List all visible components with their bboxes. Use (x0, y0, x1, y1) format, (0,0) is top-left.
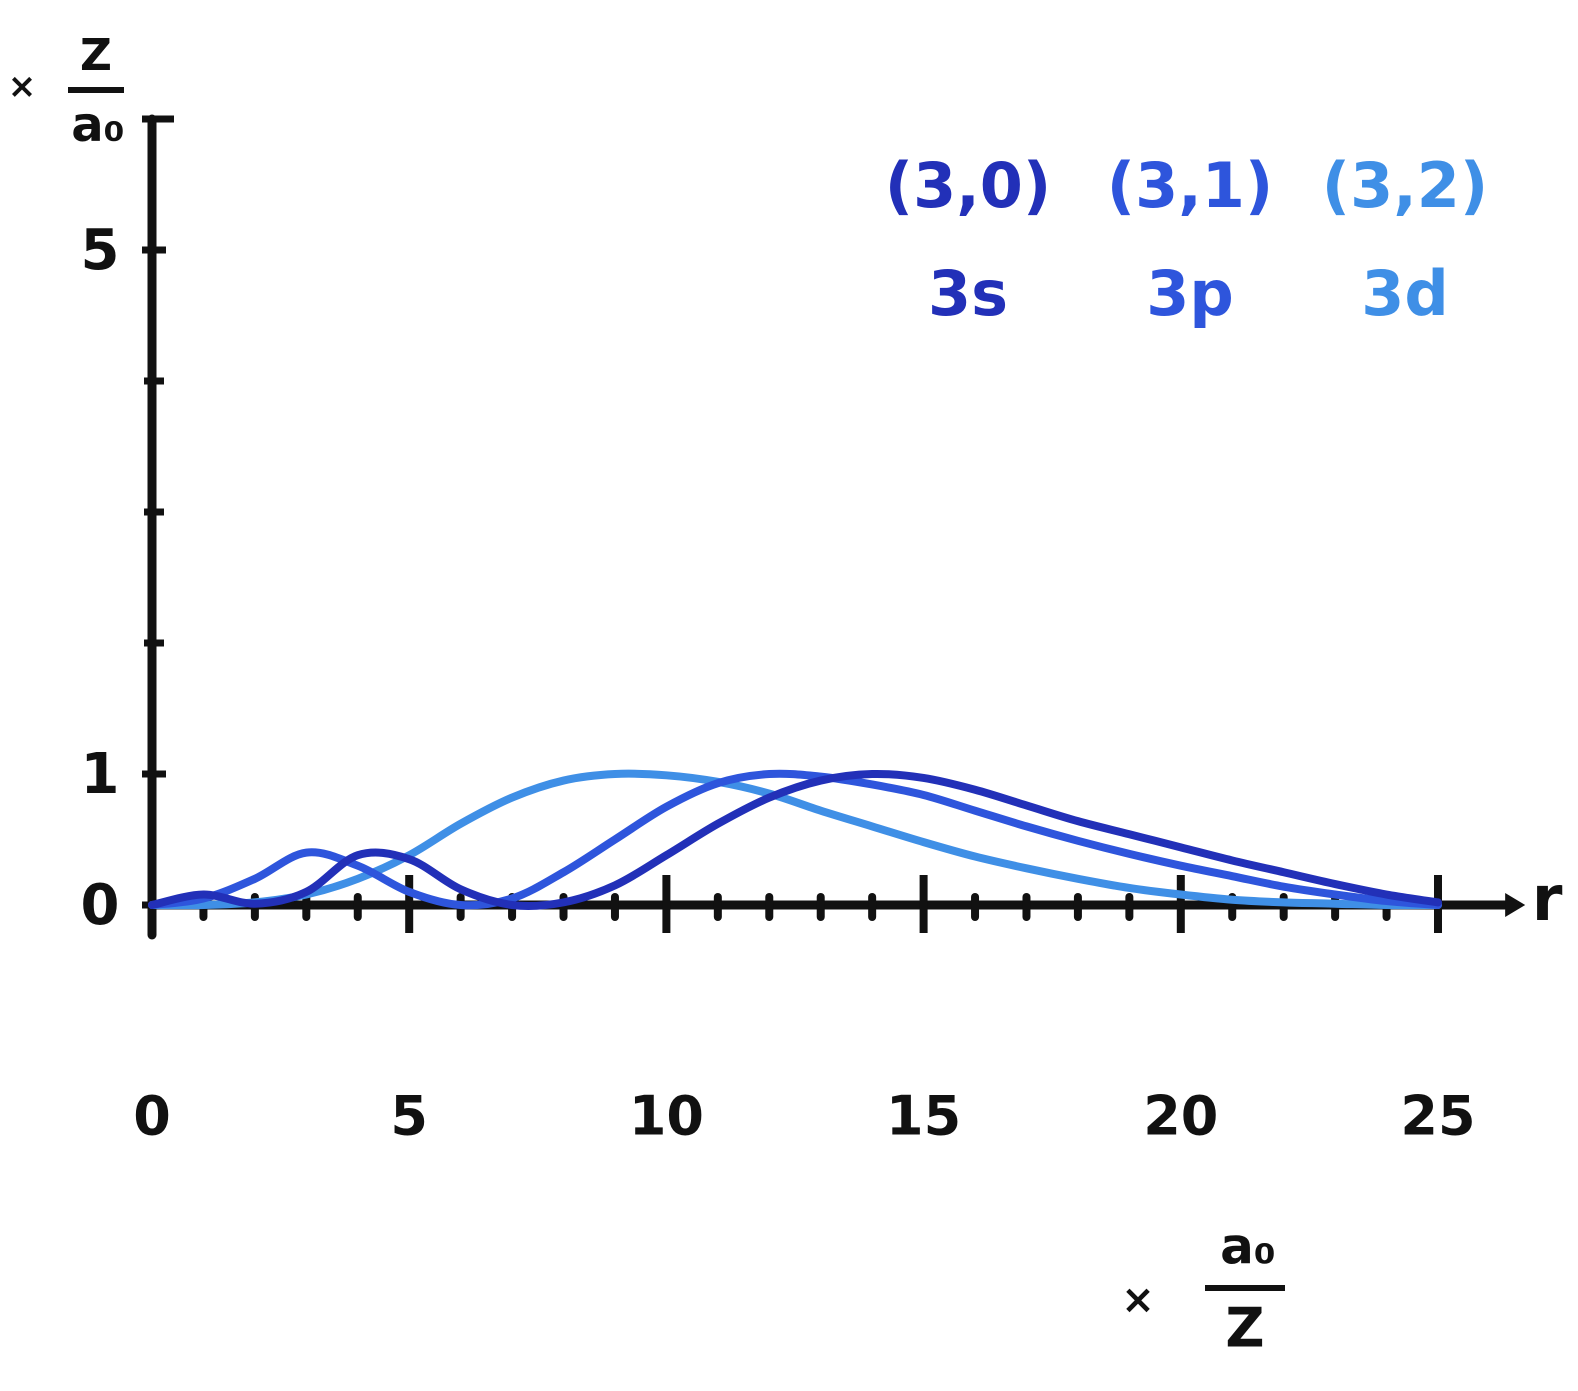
x-axis-label: r (1532, 862, 1563, 935)
legend-name: 3s (928, 257, 1008, 330)
x-axis-arrow (1505, 893, 1526, 917)
x-tick-label: 0 (133, 1085, 171, 1148)
y-unit-denominator: a₀ (71, 97, 124, 153)
y-unit-numerator: Z (80, 30, 112, 81)
y-tick-label: 5 (81, 218, 120, 283)
x-tick-label: 5 (390, 1085, 428, 1148)
series-line (148, 769, 1442, 910)
legend-name: 3p (1146, 257, 1234, 330)
series-line (148, 769, 1442, 910)
legend-label: (3,2) (1322, 149, 1489, 222)
y-tick-label: 0 (81, 873, 120, 938)
legend-label: (3,0) (885, 149, 1052, 222)
x-tick-label: 10 (629, 1085, 704, 1148)
x-unit-numerator: a₀ (1220, 1218, 1276, 1276)
legend-label: (3,1) (1107, 149, 1274, 222)
x-unit-denominator: Z (1225, 1297, 1264, 1360)
y-unit-prefix: × (8, 67, 37, 107)
x-tick-label: 20 (1143, 1085, 1218, 1148)
y-tick-label: 1 (81, 742, 120, 807)
x-unit-prefix: × (1121, 1277, 1155, 1323)
legend-name: 3d (1361, 257, 1449, 330)
series-line (148, 769, 1442, 910)
x-tick-label: 15 (886, 1085, 961, 1148)
x-tick-label: 25 (1400, 1085, 1475, 1148)
